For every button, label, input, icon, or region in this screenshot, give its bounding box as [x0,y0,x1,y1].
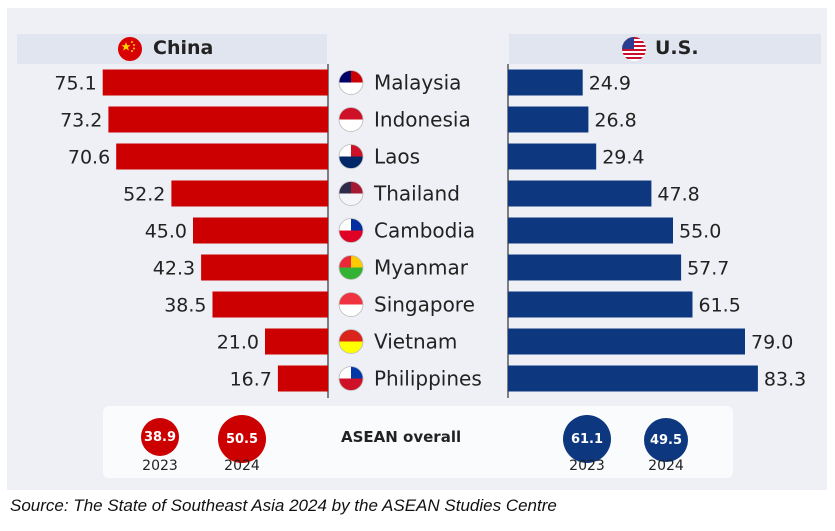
source-note: Source: The State of Southeast Asia 2024… [10,496,557,515]
china-2023-bubble: 38.9 [141,418,179,456]
china-value-label: 52.2 [123,184,165,206]
china-2023-year: 2023 [142,458,178,474]
us-bar [508,143,597,170]
us-2023-year: 2023 [569,458,605,474]
china-header-label: China [153,37,214,59]
china-value-label: 38.5 [164,295,206,317]
us-value-label: 26.8 [594,110,636,132]
country-label: Laos [374,145,420,169]
us-header-label: U.S. [655,37,699,59]
country-flag-icon [338,329,364,354]
china-bar [116,143,328,170]
country-label: Myanmar [374,256,469,280]
china-bar [193,217,328,244]
china-value-label: 42.3 [153,258,195,280]
asean-overall-label: ASEAN overall [341,428,462,446]
us-bar [508,180,652,207]
us-value-label: 47.8 [657,184,699,206]
diverging-bar-chart: 75.1 24.9 Malaysia 73.2 26.8 Indonesia 70.6 29.… [54,64,806,398]
china-value-label: 21.0 [217,332,259,354]
china-2024-bubble: 50.5 [218,415,266,463]
us-bar [508,254,682,281]
us-value-label: 29.4 [602,147,644,169]
country-flag-icon [338,218,364,243]
us-value-label: 83.3 [764,369,806,391]
country-flag-icon [338,255,364,280]
us-value-label: 61.5 [699,295,741,317]
country-label: Indonesia [374,108,471,132]
china-value-label: 73.2 [60,110,102,132]
us-bar [508,328,745,355]
country-flag-icon [338,144,364,169]
asean-overall-summary: 38.9 2023 50.5 2024 ASEAN overall 61.1 2… [103,406,733,478]
us-2024-year: 2024 [648,458,684,474]
country-label: Thailand [373,182,460,206]
us-header: U.S. [509,34,821,64]
china-header: China [17,34,327,64]
china-flag-icon [118,37,142,61]
country-label: Cambodia [374,219,475,243]
country-label: Philippines [374,367,482,391]
us-value-label: 79.0 [751,332,793,354]
china-value-label: 75.1 [54,73,96,95]
country-label: Singapore [374,293,475,317]
country-flag-icon [338,366,364,391]
china-bar [212,291,328,318]
country-label: Malaysia [374,71,461,95]
us-value-label: 24.9 [589,73,631,95]
us-value-label: 55.0 [679,221,721,243]
us-2023-bubble: 61.1 [563,415,611,463]
china-bar [171,180,328,207]
country-flag-icon [338,70,364,95]
china-bar [102,69,328,96]
china-bar [108,106,329,133]
china-2024-year: 2024 [224,458,260,474]
us-bar [508,365,758,392]
country-label: Vietnam [374,330,457,354]
country-flag-icon [338,292,364,317]
us-flag-icon [622,37,646,61]
us-value-label: 57.7 [687,258,729,280]
us-bar [508,217,673,244]
us-2024-bubble: 49.5 [644,418,688,462]
country-flag-icon [338,181,364,206]
china-bar [265,328,328,355]
country-flag-icon [338,107,364,132]
chart-panel: China U.S. 75.1 24.9 Malaysia 73.2 26.8 Indon… [7,8,827,490]
china-bar [201,254,328,281]
us-bar [508,291,693,318]
us-bar [508,106,589,133]
us-bar [508,69,583,96]
china-value-label: 45.0 [145,221,187,243]
china-value-label: 70.6 [68,147,110,169]
china-bar [277,365,328,392]
china-value-label: 16.7 [230,369,272,391]
